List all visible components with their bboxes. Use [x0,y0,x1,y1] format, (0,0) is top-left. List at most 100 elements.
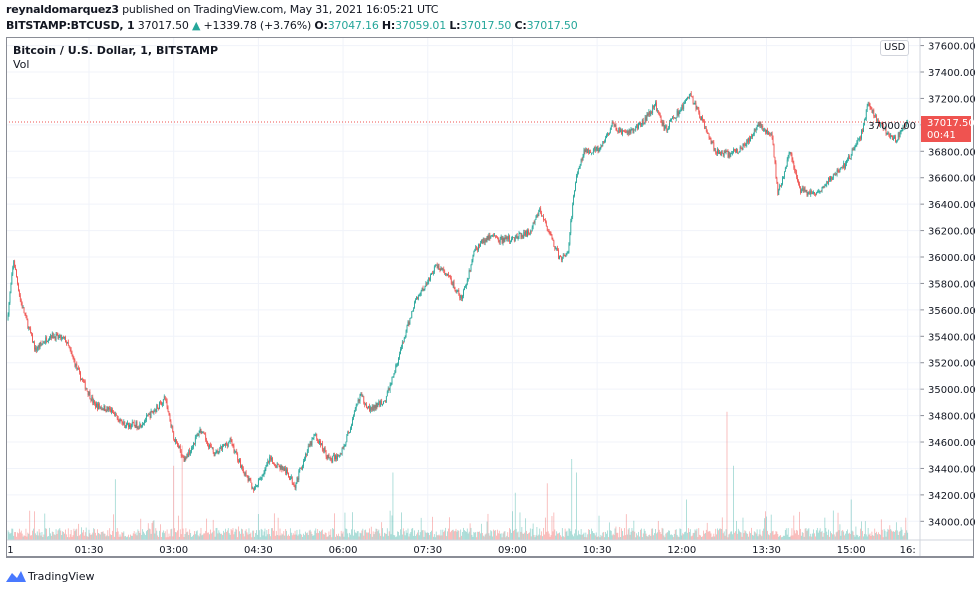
candle-up [803,188,805,192]
volume-bar [445,527,447,540]
candle-up [728,152,730,157]
volume-bar [887,528,889,540]
candle-down [564,255,566,257]
volume-bar [806,530,808,540]
volume-bar [733,465,734,540]
volume-bar [758,534,760,540]
candle-up [607,133,608,135]
volume-bar [726,411,728,540]
volume-bar [792,535,794,540]
volume-bar [146,530,148,540]
volume-bar [513,529,515,540]
candle-up [618,128,620,133]
candle-down [287,469,288,474]
candle-down [802,188,804,192]
candle-down [524,231,526,236]
candle-down [340,453,342,455]
volume-bar [252,530,254,540]
candle-down [374,405,376,409]
volume-bar [83,535,85,540]
volume-bar [447,531,448,540]
candle-down [835,174,837,176]
candle-down [438,265,440,269]
candle-up [711,141,713,144]
candle-up [693,103,695,105]
volume-bar [217,533,219,540]
volume-bar [550,535,552,540]
volume-bar [631,528,633,540]
volume-bar [886,531,888,540]
candle-up [508,235,510,240]
candle-down [885,126,887,134]
candle-down [120,419,122,421]
candle-up [673,117,675,119]
price-tick-label: 37000.00 [868,121,916,132]
candle-up [211,447,213,449]
candle-up [742,143,744,150]
volume-bar [52,532,54,540]
candle-up [789,152,791,154]
volume-bar [520,531,522,540]
candle-down [876,115,878,122]
candle-up [614,124,616,126]
candle-down [874,115,876,117]
candle-down [273,462,274,465]
candle-down [92,397,94,403]
candle-up [643,123,645,125]
candle-down [881,123,883,125]
volume-bar [639,536,640,540]
volume-bar [392,472,394,540]
candle-down [487,236,489,240]
currency-button[interactable]: USD [880,40,910,56]
candle-down [477,248,479,251]
volume-bar [618,537,620,540]
candle-down [651,111,653,114]
candle-up [648,111,650,115]
price-tick-label: 35800.00 [928,279,976,290]
volume-bar [519,512,521,540]
candle-down [288,473,289,477]
candle-up [685,100,686,103]
candle-up [257,484,258,486]
price-tick-label: 36200.00 [928,227,976,238]
volume-bar [645,533,647,540]
volume-bar [665,533,667,540]
volume-bar [364,530,366,540]
candle-up [822,186,824,188]
time-tick-label: 12:00 [667,545,696,556]
candle-up [491,235,493,237]
volume-bar [793,515,795,540]
volume-bar [862,531,863,540]
volume-bar [821,530,823,540]
volume-bar [503,531,505,540]
candle-down [726,150,728,152]
volume-bar [448,528,449,540]
volume-bar [555,535,557,540]
volume-bar [528,533,529,540]
candle-down [326,456,328,459]
candle-down [278,464,280,466]
volume-bar [340,530,342,540]
volume-bar [527,533,528,540]
volume-bar [282,534,284,540]
candle-up [813,192,814,194]
candle-up [517,236,519,239]
candle-down [429,277,431,281]
volume-bar [860,528,862,540]
volume-bar [149,529,151,540]
candle-down [658,112,660,114]
candle-down [496,236,498,238]
candle-down [436,264,438,268]
candle-up [866,106,868,110]
candle-up [778,189,780,195]
tradingview-logo[interactable]: TradingView [6,569,94,583]
candle-up [785,166,787,168]
candle-up [345,441,347,446]
candle-up [506,236,508,240]
candle-up [382,404,383,405]
volume-bar [44,513,46,540]
volume-bar [269,534,271,540]
candle-up [816,191,818,194]
candle-up [66,341,68,344]
